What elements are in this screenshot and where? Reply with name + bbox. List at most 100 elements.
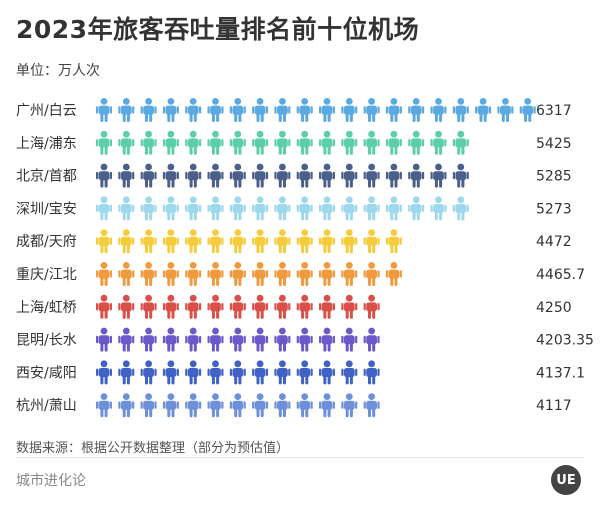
person-icon — [162, 294, 179, 319]
person-icon — [274, 98, 291, 122]
person-icon — [229, 327, 246, 352]
person-icon — [341, 130, 358, 155]
unit-label: 单位：万人次 — [16, 63, 100, 79]
person-icon — [96, 327, 112, 352]
person-icon — [430, 98, 447, 122]
person-icon — [207, 294, 224, 319]
person-icon — [140, 229, 157, 254]
person-icon — [296, 229, 313, 254]
person-icon — [252, 163, 269, 188]
person-icon — [229, 294, 246, 319]
person-icon — [140, 360, 157, 385]
chart-title: 2023年旅客吞吐量排名前十位机场 — [16, 15, 420, 44]
person-icon — [341, 229, 358, 254]
person-icon — [252, 360, 269, 385]
person-icon — [185, 130, 202, 155]
category-label: 重庆/江北 — [16, 267, 77, 283]
person-icon — [185, 294, 202, 319]
category-label: 上海/浦东 — [16, 136, 77, 152]
person-icon — [162, 360, 179, 385]
bar-row: 重庆/江北 4465.7 — [16, 262, 585, 286]
person-icon — [252, 130, 269, 155]
person-icon — [229, 229, 246, 254]
person-icon — [385, 98, 402, 122]
value-label: 4465.7 — [536, 267, 585, 283]
person-icon — [118, 229, 135, 254]
bar-row: 广州/白云 6317 — [16, 98, 572, 122]
person-icon — [363, 327, 380, 352]
person-icon — [252, 327, 269, 352]
person-icon — [274, 196, 291, 221]
person-icon — [162, 196, 179, 221]
person-icon — [207, 163, 224, 188]
person-icon — [319, 360, 335, 385]
person-icon — [118, 98, 135, 122]
category-label: 上海/虹桥 — [16, 300, 77, 316]
person-icon — [341, 360, 358, 385]
person-icon — [185, 327, 202, 352]
category-label: 昆明/长水 — [16, 333, 77, 349]
person-icon — [229, 163, 246, 188]
person-icon — [319, 163, 335, 188]
person-icon — [497, 98, 514, 122]
value-label: 4472 — [536, 234, 572, 250]
person-icon — [185, 393, 202, 418]
person-icon — [341, 327, 358, 352]
person-icon — [274, 327, 291, 352]
person-icon — [430, 163, 447, 188]
value-label: 4203.35 — [536, 333, 594, 349]
person-icon — [452, 130, 469, 155]
person-icon — [185, 229, 202, 254]
person-icon — [162, 327, 179, 352]
bar-row: 北京/首都 5285 — [16, 163, 572, 188]
bar-row: 杭州/萧山 4117 — [16, 393, 572, 418]
person-icon — [252, 393, 269, 418]
bar-row: 深圳/宝安 5273 — [16, 196, 572, 221]
person-icon — [341, 196, 358, 221]
person-icon — [118, 360, 135, 385]
person-icon — [140, 393, 157, 418]
person-icon — [229, 393, 246, 418]
person-icon — [363, 98, 380, 122]
person-icon — [229, 98, 246, 122]
person-icon — [385, 196, 402, 221]
person-icon — [274, 393, 291, 418]
person-icon — [229, 130, 246, 155]
person-icon — [319, 294, 335, 319]
brand-logo: UE — [551, 465, 581, 495]
person-icon — [140, 196, 157, 221]
bar-row: 西安/咸阳 4137.1 — [16, 360, 585, 385]
person-icon — [319, 393, 335, 418]
person-icon — [274, 130, 291, 155]
person-icon — [229, 262, 246, 286]
person-icon — [229, 196, 246, 221]
person-icon — [207, 360, 224, 385]
person-icon — [185, 98, 202, 122]
person-icon — [296, 130, 313, 155]
person-icon — [96, 130, 112, 155]
person-icon — [252, 196, 269, 221]
person-icon — [341, 262, 358, 286]
person-icon — [363, 196, 380, 221]
person-icon — [363, 262, 380, 286]
person-icon — [363, 130, 380, 155]
person-icon — [252, 294, 269, 319]
person-icon — [319, 229, 335, 254]
person-icon — [96, 262, 112, 286]
person-icon — [296, 393, 313, 418]
value-label: 4137.1 — [536, 365, 585, 381]
person-icon — [185, 360, 202, 385]
person-icon — [162, 130, 179, 155]
person-icon — [96, 294, 112, 319]
value-label: 5425 — [536, 136, 572, 152]
bar-row: 成都/天府 4472 — [16, 229, 572, 254]
person-icon — [252, 229, 269, 254]
person-icon — [385, 163, 402, 188]
person-icon — [430, 196, 447, 221]
person-icon — [408, 196, 425, 221]
person-icon — [162, 229, 179, 254]
person-icon — [118, 327, 135, 352]
person-icon — [140, 163, 157, 188]
person-icon — [96, 196, 112, 221]
value-label: 6317 — [536, 103, 572, 119]
